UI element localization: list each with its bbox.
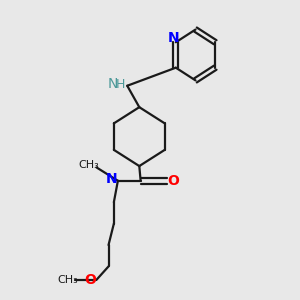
Text: N: N [107, 77, 118, 92]
Text: O: O [85, 273, 97, 287]
Text: N: N [167, 31, 179, 45]
Text: CH₃: CH₃ [57, 275, 78, 285]
Text: N: N [106, 172, 118, 186]
Text: O: O [167, 174, 179, 188]
Text: CH₃: CH₃ [78, 160, 99, 170]
Text: H: H [116, 78, 125, 91]
